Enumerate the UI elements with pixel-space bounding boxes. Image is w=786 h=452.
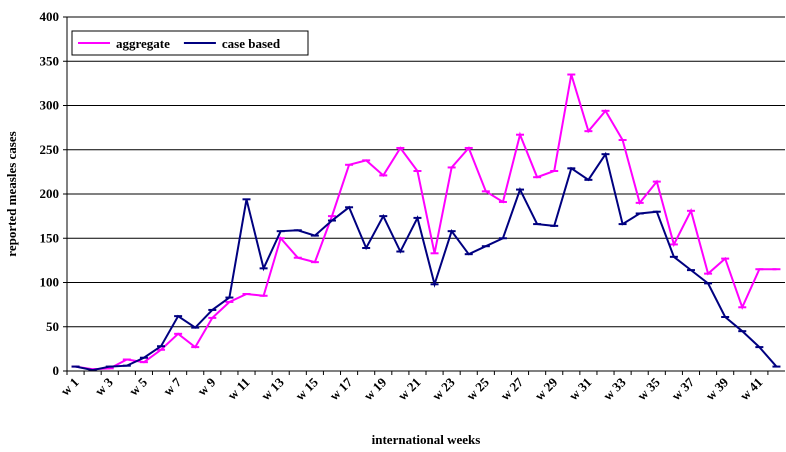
- series-line: [75, 151, 778, 372]
- x-tick-label: w 37: [668, 374, 697, 403]
- x-tick-label: w 11: [224, 375, 252, 403]
- x-tick-label: w 27: [497, 374, 526, 403]
- x-tick-label: w 15: [292, 374, 321, 403]
- y-tick-label: 0: [53, 363, 60, 378]
- x-tick-label: w 29: [532, 374, 561, 403]
- x-tick-label: w 31: [566, 375, 595, 404]
- y-tick-label: 150: [40, 230, 60, 245]
- x-tick-label: w 3: [92, 374, 116, 398]
- y-tick-label: 300: [40, 98, 60, 113]
- x-tick-label: w 41: [737, 375, 766, 404]
- x-tick-label: w 33: [600, 374, 629, 403]
- x-tick-label: w 7: [160, 374, 184, 398]
- x-tick-label: w 13: [258, 374, 287, 403]
- legend-label: aggregate: [116, 36, 170, 51]
- y-tick-label: 50: [46, 319, 59, 334]
- series-line: [75, 74, 777, 371]
- y-tick-label: 200: [40, 186, 60, 201]
- y-axis-title: reported measles cases: [4, 131, 19, 256]
- x-tick-label: w 21: [395, 375, 424, 404]
- legend-label: case based: [222, 36, 281, 51]
- y-tick-label: 400: [40, 9, 60, 24]
- legend-box: [71, 30, 309, 56]
- x-tick-label: w 35: [634, 374, 663, 403]
- y-tick-label: 100: [40, 275, 60, 290]
- x-axis-title: international weeks: [372, 432, 481, 447]
- x-tick-label: w 5: [126, 374, 150, 398]
- x-tick-label: w 25: [463, 374, 492, 403]
- x-tick-label: w 1: [58, 375, 82, 399]
- x-tick-label: w 23: [429, 374, 458, 403]
- y-tick-label: 350: [40, 53, 60, 68]
- x-tick-label: w 17: [326, 374, 355, 403]
- x-tick-label: w 9: [194, 374, 218, 398]
- y-tick-label: 250: [40, 142, 60, 157]
- x-tick-label: w 19: [361, 374, 390, 403]
- x-tick-label: w 39: [703, 374, 732, 403]
